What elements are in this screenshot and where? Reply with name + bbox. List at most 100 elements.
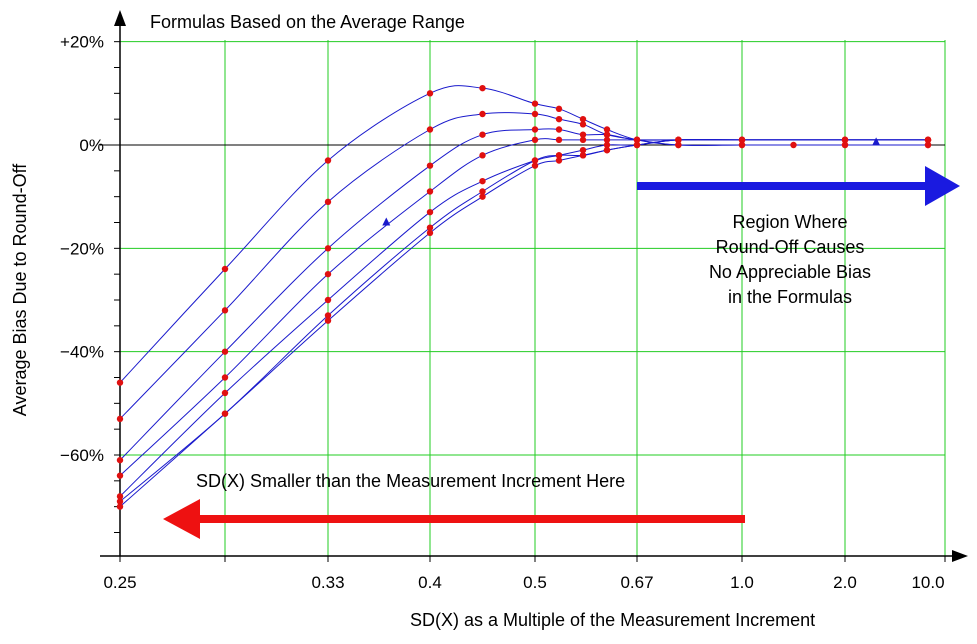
y-tick-label: 0% [79, 136, 104, 155]
data-point [790, 141, 797, 149]
data-point [841, 136, 849, 144]
data-point [555, 126, 563, 133]
data-point [603, 146, 611, 154]
data-point [426, 188, 434, 195]
data-point [555, 105, 563, 113]
data-point [555, 152, 563, 159]
triangle-marker [382, 217, 391, 226]
data-point [841, 141, 849, 149]
data-point [221, 265, 229, 273]
x-tick-label: 0.25 [103, 573, 136, 592]
data-point [221, 307, 229, 314]
data-point [738, 141, 746, 149]
data-point [531, 136, 539, 144]
data-point [426, 224, 434, 231]
y-tick-label: +20% [60, 33, 104, 52]
data-point [531, 110, 539, 118]
y-tick-label: −20% [60, 239, 104, 258]
right-arrowhead [925, 166, 960, 206]
data-point [603, 141, 611, 149]
data-point [603, 131, 611, 138]
x-tick-label: 1.0 [730, 573, 754, 592]
data-point [479, 110, 486, 118]
data-point [116, 498, 124, 505]
data-point [324, 245, 332, 252]
x-tick-label: 0.67 [620, 573, 653, 592]
data-point [633, 136, 641, 144]
data-point [603, 136, 611, 144]
data-point [221, 389, 229, 397]
right-region-line-4: in the Formulas [728, 287, 852, 307]
data-point [675, 141, 682, 149]
data-point [675, 136, 682, 144]
data-point [116, 456, 124, 464]
data-point [324, 270, 332, 278]
data-point [579, 146, 587, 154]
data-point [479, 177, 486, 185]
data-point [579, 136, 587, 144]
triangle-marker [872, 137, 881, 146]
x-tick-label: 2.0 [833, 573, 857, 592]
data-point [479, 188, 486, 195]
x-tick-label: 10.0 [911, 573, 944, 592]
y-axis-label: Average Bias Due to Round-Off [10, 163, 30, 416]
data-point [633, 141, 641, 149]
data-point [479, 131, 486, 138]
data-point [221, 348, 229, 355]
chart-title: Formulas Based on the Average Range [150, 12, 465, 32]
data-point [603, 126, 611, 133]
data-point [531, 126, 539, 133]
data-point [221, 410, 229, 417]
right-region-annotation: Region Where Round-Off Causes No Appreci… [709, 212, 871, 307]
data-point [116, 415, 124, 423]
left-arrowhead [163, 499, 200, 539]
data-point [531, 162, 539, 169]
data-point [324, 317, 332, 324]
data-point [479, 84, 486, 92]
series-line [119, 138, 928, 497]
right-region-line-1: Region Where [732, 212, 847, 232]
data-point [924, 136, 932, 144]
data-point [555, 136, 563, 144]
y-tick-label: −40% [60, 343, 104, 362]
data-point [221, 374, 229, 381]
data-point [426, 229, 434, 237]
data-point [324, 296, 332, 304]
data-point [324, 312, 332, 319]
x-tick-label: 0.33 [311, 573, 344, 592]
left-region-arrow [163, 499, 745, 539]
x-tick-label: 0.4 [418, 573, 442, 592]
data-point [579, 115, 587, 123]
y-axis-arrowhead [114, 10, 126, 26]
data-point [531, 157, 539, 164]
x-tick-label: 0.5 [523, 573, 547, 592]
right-region-line-2: Round-Off Causes [716, 237, 865, 257]
data-point [324, 198, 332, 206]
right-region-arrow [637, 166, 960, 206]
y-tick-label: −60% [60, 446, 104, 465]
data-point [324, 157, 332, 164]
x-axis-label: SD(X) as a Multiple of the Measurement I… [410, 610, 815, 630]
data-point [116, 503, 124, 510]
data-point [116, 472, 124, 479]
data-point [116, 379, 124, 386]
data-point [426, 162, 434, 169]
data-point [426, 90, 434, 97]
data-point [579, 121, 587, 128]
x-axis-arrowhead [952, 550, 968, 562]
triangle-markers [382, 137, 881, 226]
data-point [426, 208, 434, 216]
data-points [116, 84, 932, 510]
left-region-annotation: SD(X) Smaller than the Measurement Incre… [196, 471, 625, 491]
right-region-line-3: No Appreciable Bias [709, 262, 871, 282]
ticks: +20% 0% −20% −40% −60% 0.25 0.33 0.4 0.5 0.67 1.0 2… [60, 33, 946, 592]
data-point [479, 193, 486, 200]
data-point [579, 131, 587, 138]
data-point [924, 141, 932, 149]
data-point [579, 152, 587, 159]
series-line [119, 138, 928, 508]
data-point [426, 126, 434, 133]
series-line [119, 138, 928, 502]
